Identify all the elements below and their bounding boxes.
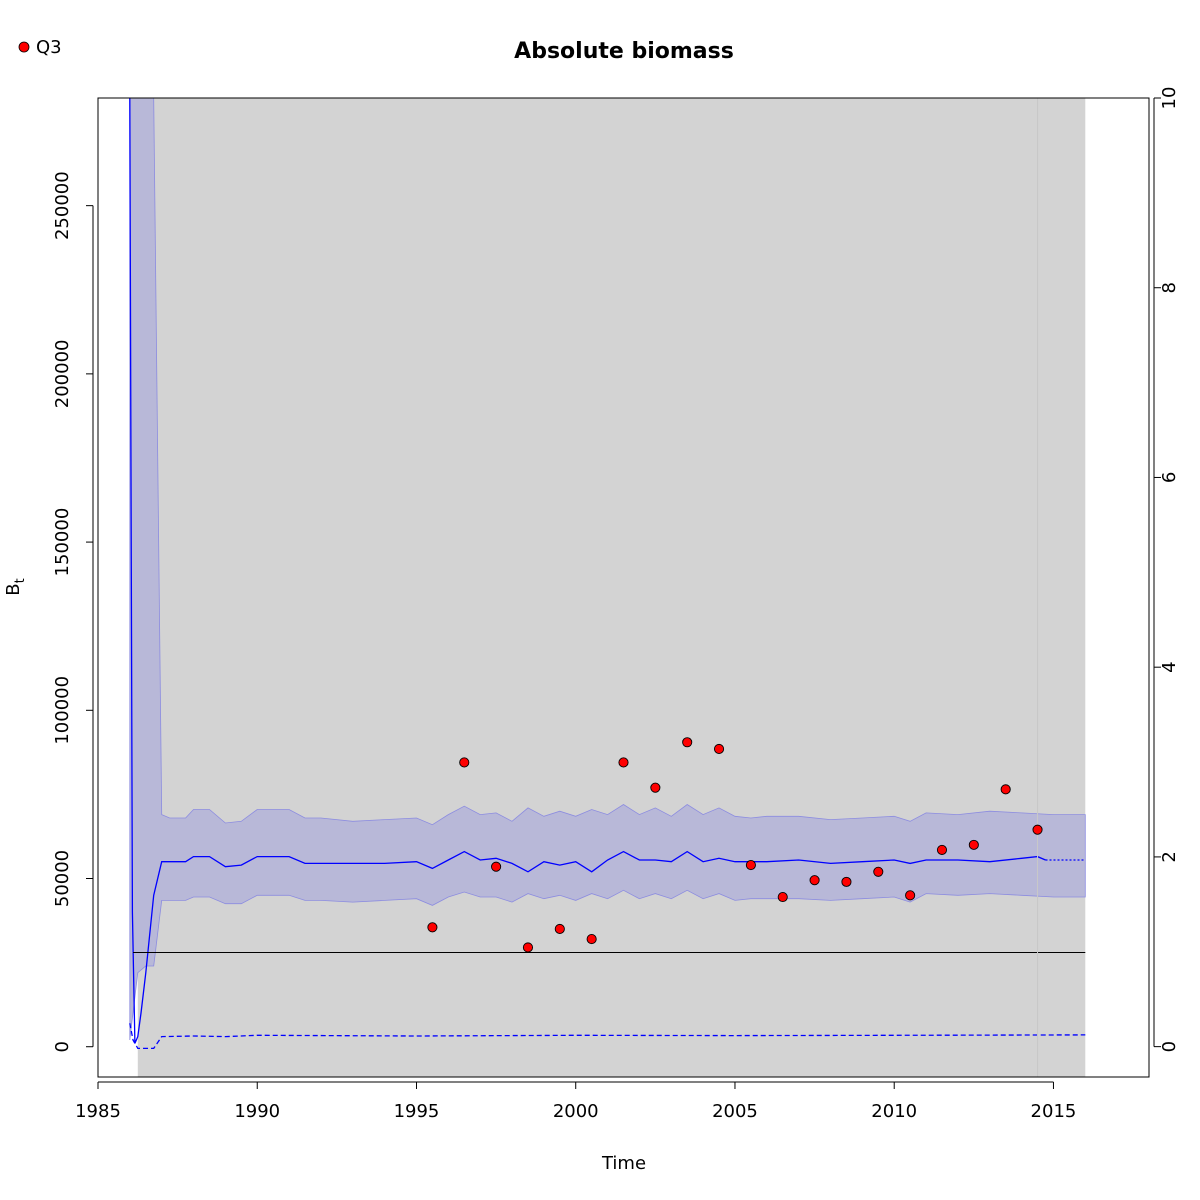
data-point-q3 [1000, 784, 1011, 795]
data-point-q3 [459, 757, 470, 768]
legend-label-q3: Q3 [36, 37, 62, 58]
data-point-q3 [491, 861, 502, 872]
x-tick-label: 1985 [75, 1101, 121, 1122]
y2-tick-label-group: 4 [1159, 661, 1180, 672]
y-tick-label: 0 [52, 1041, 73, 1052]
svg-text:Bt: Bt [3, 578, 28, 595]
x-tick-label: 2010 [871, 1101, 917, 1122]
data-point-q3 [905, 890, 916, 901]
data-point-q3 [522, 942, 534, 953]
y-tick-label-group: 200000 [52, 340, 73, 409]
y2-tick-label-group: 2 [1159, 851, 1180, 862]
y-tick-label: 150000 [52, 508, 73, 577]
y-axis-label-subscript: t [13, 578, 28, 583]
data-point-q3 [427, 922, 438, 933]
plot-area [129, 98, 1086, 1077]
y-tick-label: 250000 [52, 171, 73, 240]
data-point-q3 [650, 782, 661, 793]
data-point-q3 [586, 934, 597, 945]
y-tick-label-group: 250000 [52, 171, 73, 240]
y2-tick-label-group: 6 [1159, 472, 1180, 483]
axes: 1985 1990 1995 2000 2005 2010 2015050000100000… [52, 87, 1180, 1122]
biomass-line [129, 98, 1046, 1044]
data-point-q3 [554, 923, 565, 935]
data-point-q3 [841, 876, 852, 887]
y2-tick-label-group: 0 [1159, 1041, 1180, 1052]
data-point-q3 [713, 743, 725, 755]
y2-tick-label-group: 8 [1159, 282, 1180, 293]
y-tick-label: 50000 [52, 850, 73, 907]
data-point-q3 [809, 875, 820, 886]
lower-dashed-line [129, 1023, 1086, 1050]
legend-marker-q3 [18, 41, 30, 53]
x-axis-label: Time [601, 1153, 646, 1174]
y2-tick-label: 6 [1159, 472, 1180, 483]
y-tick-label-group: 150000 [52, 508, 73, 577]
data-point-q3 [745, 860, 756, 871]
data-point-q3 [777, 891, 788, 903]
legend: Q3 [18, 37, 62, 58]
plot-inner [129, 98, 1086, 1077]
y-axis-label-group: Bt [3, 578, 28, 595]
y-tick-label-group: 100000 [52, 676, 73, 745]
y2-tick-label: 4 [1159, 661, 1180, 672]
data-point-q3 [1032, 824, 1043, 835]
y-axis-label: B [3, 583, 24, 595]
y2-tick-label: 8 [1159, 282, 1180, 293]
y2-tick-label: 0 [1159, 1041, 1180, 1052]
x-tick-label: 2015 [1031, 1101, 1077, 1122]
shaded-region [137, 98, 1086, 1077]
data-point-q3 [618, 757, 629, 768]
x-tick-label: 2005 [712, 1101, 758, 1122]
chart-title: Absolute biomass [514, 39, 734, 64]
y-tick-label: 100000 [52, 676, 73, 745]
x-tick-label: 2000 [553, 1101, 599, 1122]
data-point-q3 [682, 737, 693, 748]
y2-tick-label: 2 [1159, 851, 1180, 862]
y-tick-label-group: 50000 [52, 850, 73, 907]
data-point-q3 [873, 866, 884, 877]
y-tick-label-group: 0 [52, 1041, 73, 1052]
x-tick-label: 1995 [394, 1101, 440, 1122]
data-point-q3 [968, 839, 979, 850]
plot-border [97, 97, 1150, 1078]
confidence-band [129, 98, 1086, 1041]
data-point-q3 [936, 844, 948, 855]
y2-tick-label: 10 [1159, 87, 1180, 110]
y-tick-label: 200000 [52, 340, 73, 409]
x-tick-label: 1990 [234, 1101, 280, 1122]
y2-tick-label-group: 10 [1159, 87, 1180, 110]
